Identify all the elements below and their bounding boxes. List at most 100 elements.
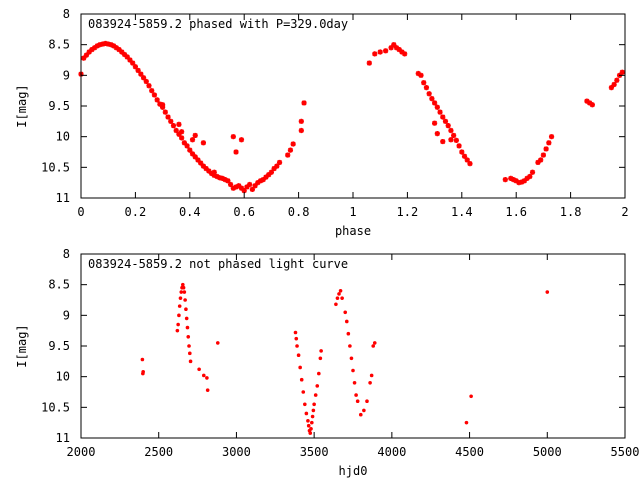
phased-data-point: [266, 172, 272, 178]
phased-data-point: [448, 137, 454, 143]
phased-data-point: [388, 45, 394, 51]
unphased-y-tick-label: 9.5: [48, 339, 70, 353]
phased-data-point: [502, 177, 508, 183]
phased-data-point: [252, 183, 258, 189]
phased-data-point: [467, 161, 473, 167]
phased-data-point: [249, 186, 255, 193]
phased-data-point: [100, 41, 106, 47]
phased-data-point: [92, 45, 98, 51]
phased-data-point: [399, 49, 405, 55]
unphased-data-point: [215, 341, 220, 345]
phased-data-point: [546, 140, 552, 146]
phased-data-point: [97, 42, 103, 48]
unphased-data-point: [184, 316, 189, 321]
phased-data-point: [238, 185, 245, 191]
phased-data-point: [451, 132, 457, 139]
phased-data-point: [440, 114, 446, 120]
phased-x-tick-label: 1.6: [505, 205, 527, 219]
phased-data-point: [94, 43, 100, 49]
phased-data-point: [135, 67, 141, 74]
unphased-data-point: [312, 402, 316, 407]
unphased-data-point: [205, 388, 210, 392]
unphased-x-tick-label: 3000: [222, 445, 251, 459]
unphased-data-point: [371, 344, 376, 348]
phased-data-point: [524, 175, 530, 181]
phased-data-point: [445, 123, 451, 129]
phased-points-layer: [78, 40, 625, 194]
phased-data-point: [233, 184, 239, 190]
unphased-data-point: [201, 373, 206, 378]
unphased-data-point: [179, 290, 184, 294]
phased-data-point: [206, 168, 212, 174]
phased-data-point: [170, 123, 177, 129]
phased-data-point: [89, 46, 95, 53]
unphased-data-point: [545, 290, 550, 294]
phased-data-point: [298, 118, 304, 124]
phased-y-tick-label: 9.5: [48, 99, 70, 113]
unphased-data-point: [349, 356, 354, 361]
phased-data-point: [287, 147, 294, 153]
phased-data-point: [86, 49, 92, 55]
phased-data-point: [149, 88, 155, 94]
phased-y-axis-label: I[mag]: [15, 84, 29, 127]
phased-x-tick-label: 0: [77, 205, 84, 219]
phased-data-point: [377, 49, 383, 55]
phased-y-tick-label: 10.5: [41, 160, 70, 174]
phased-data-point: [130, 60, 136, 66]
phased-data-point: [214, 173, 220, 180]
phased-data-point: [510, 177, 517, 183]
phased-data-point: [301, 100, 307, 106]
unphased-data-point: [354, 393, 358, 397]
unphased-data-point: [178, 296, 183, 300]
phased-data-point: [160, 102, 166, 108]
phased-data-point: [102, 40, 109, 47]
phased-data-point: [127, 57, 133, 63]
phased-data-point: [184, 143, 190, 149]
unphased-data-point: [296, 353, 301, 358]
phased-data-point: [391, 42, 397, 48]
phased-data-point: [521, 178, 527, 184]
unphased-y-tick-label: 10.5: [41, 400, 70, 414]
phased-data-point: [143, 78, 149, 85]
unphased-data-point: [369, 373, 374, 378]
phased-x-tick-label: 1.8: [560, 205, 582, 219]
unphased-data-point: [315, 384, 320, 388]
phased-data-point: [228, 181, 234, 188]
phased-data-point: [192, 154, 198, 160]
unphased-data-point: [464, 420, 469, 425]
phased-data-point: [548, 134, 555, 140]
unphased-data-point: [294, 336, 299, 341]
phased-data-point: [132, 64, 138, 70]
phased-data-point: [83, 52, 90, 58]
phased-data-point: [276, 159, 283, 166]
phased-data-point: [290, 141, 296, 147]
unphased-data-point: [177, 304, 182, 308]
phased-data-point: [298, 127, 304, 134]
unphased-x-tick-label: 5000: [533, 445, 562, 459]
phased-plot-frame: [80, 13, 626, 199]
unphased-x-tick-label: 4000: [377, 445, 406, 459]
phased-data-point: [587, 100, 593, 106]
phased-data-point: [421, 80, 427, 86]
phased-data-point: [372, 51, 378, 57]
unphased-x-axis-label: hjd0: [339, 464, 368, 478]
phased-data-point: [247, 181, 253, 188]
unphased-x-tick-label: 2000: [67, 445, 96, 459]
unphased-data-point: [313, 393, 318, 397]
phased-data-point: [589, 102, 595, 108]
phased-data-point: [434, 104, 440, 110]
phased-data-point: [176, 131, 182, 137]
unphased-data-point: [140, 357, 145, 362]
unphased-data-point: [317, 371, 321, 376]
unphased-data-point: [301, 390, 306, 394]
phased-data-point: [157, 101, 163, 107]
unphased-data-point: [177, 313, 181, 318]
phased-data-point: [516, 180, 522, 186]
unphased-data-point: [188, 351, 192, 356]
unphased-data-point: [343, 310, 348, 315]
phased-x-tick-label: 1.2: [397, 205, 419, 219]
phased-data-point: [432, 100, 438, 106]
phased-data-point: [230, 185, 236, 191]
phased-y-tick-label: 10: [56, 130, 70, 144]
phased-data-point: [238, 137, 245, 143]
